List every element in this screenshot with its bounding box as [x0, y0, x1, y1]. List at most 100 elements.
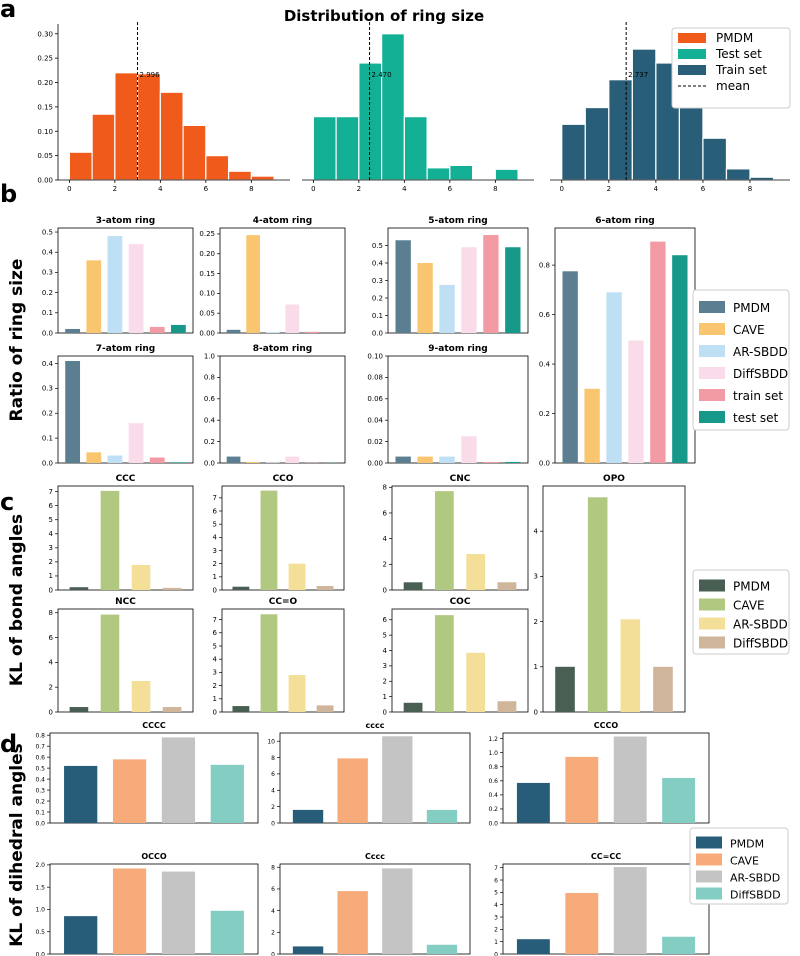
x-tick-label: 0	[311, 185, 315, 193]
bar-pmdm	[232, 706, 250, 712]
y-tick-label: 2	[383, 561, 387, 569]
y-tick-label: 4	[213, 655, 218, 663]
bar-pmdm	[292, 946, 324, 954]
y-tick-label: 4	[494, 902, 498, 909]
y-tick-label: 3	[213, 669, 217, 677]
bar-diffsbdd	[497, 582, 517, 590]
y-tick-label: 1.0	[204, 352, 215, 360]
y-tick-label: 0.6	[488, 778, 498, 785]
legend-swatch	[699, 323, 725, 335]
bar-cave	[112, 759, 147, 823]
bar-diffsbdd	[461, 247, 477, 333]
y-tick-label: 1	[49, 572, 53, 580]
legend-label: AR-SBDD	[730, 872, 780, 885]
y-tick-label: 1	[494, 939, 498, 946]
bar-ar-sbdd	[439, 456, 455, 463]
bar-pmdm	[516, 782, 550, 823]
bar-ar-sbdd	[161, 871, 196, 954]
bar-ar-sbdd	[131, 680, 151, 712]
bar-cave	[100, 614, 120, 712]
legend-d: PMDM CAVE AR-SBDD DiffSBDD	[689, 827, 789, 905]
bar-ar-sbdd	[606, 292, 622, 463]
y-tick-label: 1	[213, 573, 217, 581]
y-tick-label: 0.20	[37, 79, 53, 87]
y-tick-label: 0.2	[42, 289, 53, 297]
row-label-d: KL of dihedral angles	[7, 743, 27, 947]
y-tick-label: 0.4	[42, 249, 54, 257]
subplot-3-atom-ring: 3-atom ring 0.0 0.1 0.2 0.3 0.4 0.5	[42, 216, 194, 337]
subplot-cccc: CCCC 0.0 0.1 0.2 0.3 0.4 0.5 0.6 0.7 0.8	[35, 721, 259, 827]
subplot-5-atom-ring: 5-atom ring 0.0 0.1 0.2 0.3 0.4 0.5	[372, 216, 529, 337]
histogram-bar	[227, 170, 252, 181]
bar-ar-sbdd	[288, 563, 306, 590]
legend-swatch	[696, 836, 722, 849]
legend-a: PMDM Test set Train set mean	[671, 27, 791, 109]
histogram-bar	[250, 175, 275, 181]
y-tick-label: 3	[534, 573, 538, 581]
histogram-bar	[381, 33, 405, 181]
subplot-opo: OPO 0 1 2 3 4	[534, 474, 686, 716]
histogram-pmdm: 2.996 0 2 4 6 8 0.00 0.05 0.10 0.15 0.20 0.25 0.30	[37, 22, 290, 193]
y-tick-label: 2	[271, 930, 275, 937]
bar-pmdm	[395, 456, 411, 463]
bar-pmdm	[69, 707, 89, 712]
y-tick-label: 5	[49, 516, 53, 524]
y-tick-label: 0.4	[372, 259, 384, 267]
bar-ar-sbdd	[107, 236, 123, 333]
y-tick-label: 0.30	[37, 30, 53, 38]
y-tick-label: 0.00	[37, 177, 53, 185]
y-tick-label: 0.1	[372, 312, 383, 320]
y-tick-label: 7	[213, 494, 217, 502]
bar-train-set	[483, 235, 499, 333]
y-tick-label: 5	[494, 890, 498, 897]
bar-pmdm	[395, 240, 411, 333]
y-tick-label: 1.0	[35, 907, 45, 914]
y-tick-label: 0.0	[42, 329, 53, 337]
y-tick-label: 0.2	[204, 438, 215, 446]
subplot-occo: OCCO 0.0 0.5 1.0 1.5 2.0	[35, 852, 259, 956]
y-tick-label: 0.3	[42, 269, 53, 277]
y-tick-label: 2	[49, 558, 53, 566]
bar-diffsbdd	[285, 304, 300, 333]
x-tick-label: 4	[402, 185, 407, 193]
histogram-bar	[114, 72, 139, 181]
plot-frame	[279, 863, 471, 955]
y-tick-label: 3	[49, 544, 53, 552]
subplot-title: 9-atom ring	[428, 344, 487, 354]
y-tick-label: 0.4	[204, 417, 216, 425]
mean-label: 2.470	[372, 71, 392, 79]
bar-pmdm	[232, 586, 250, 590]
bar-cave	[584, 388, 600, 463]
y-tick-label: 2	[49, 683, 53, 691]
bar-cave	[417, 263, 433, 333]
bar-cave	[337, 891, 368, 954]
y-tick-label: 7	[49, 488, 53, 496]
bar-cave	[246, 461, 260, 463]
y-tick-label: 0.4	[42, 360, 54, 368]
y-tick-label: 2	[213, 560, 217, 568]
subplot-cccc: cccc 0 2 4 6 8 10	[267, 721, 471, 827]
y-tick-label: 0.3	[35, 787, 45, 794]
histogram-bar	[426, 167, 451, 181]
y-tick-label: 0.6	[539, 311, 551, 319]
plot-frame	[57, 485, 194, 591]
y-tick-label: 0.0	[35, 820, 45, 827]
histogram-bar	[312, 116, 337, 181]
y-tick-label: 1	[383, 693, 387, 701]
bar-diffsbdd	[316, 586, 334, 590]
y-tick-label: 0	[383, 586, 387, 594]
y-tick-label: 0.0	[204, 459, 215, 467]
y-tick-label: 0.1	[42, 434, 53, 442]
histogram-bar	[702, 137, 728, 181]
bar-ar-sbdd	[107, 455, 123, 463]
bar-diffsbdd	[662, 778, 696, 823]
legend-frame	[671, 27, 791, 109]
row-label-b: Ratio of ring size	[7, 259, 27, 422]
y-tick-label: 0.20	[199, 250, 215, 258]
legend-label: PMDM	[733, 301, 770, 315]
y-tick-label: 1.2	[488, 736, 498, 743]
y-tick-label: 0.0	[488, 820, 498, 827]
bar-diffsbdd	[653, 666, 673, 712]
panel-letter-d: d	[0, 730, 17, 758]
subplot-cccc: Cccc 0 2 4 6 8	[271, 852, 471, 956]
